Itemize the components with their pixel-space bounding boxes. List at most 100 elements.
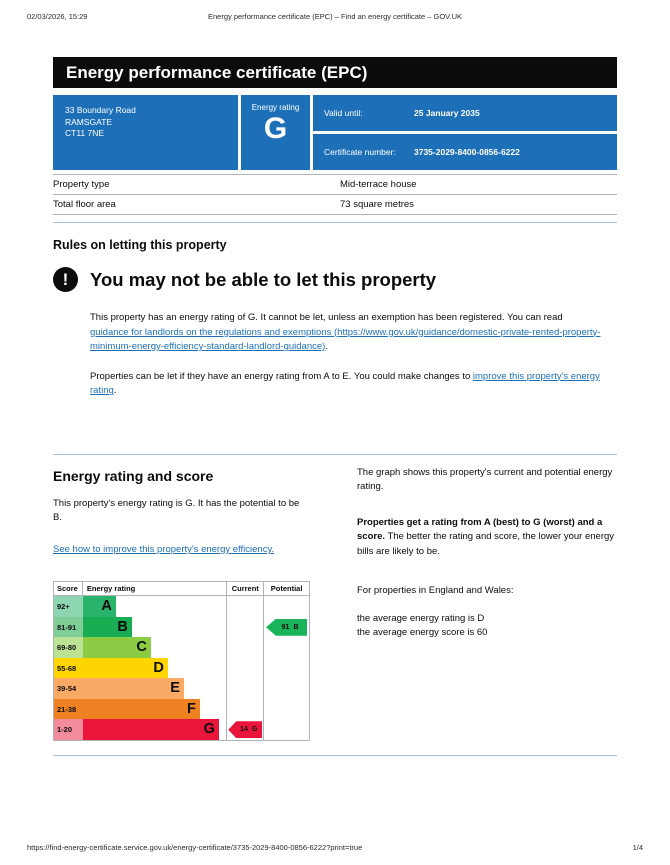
average-score-line: the average energy score is 60 — [357, 627, 488, 639]
band-row-b: 81-91 B 91 B — [54, 616, 309, 638]
certificate-title-banner: Energy performance certificate (EPC) — [53, 57, 617, 88]
chart-header-row: Score Energy rating Current Potential — [54, 582, 309, 597]
band-bar-area: E — [82, 678, 226, 699]
rating-explanation-bold: Properties get a rating from A (best) to… — [357, 516, 603, 543]
table-row: Property type Mid-terrace house — [53, 175, 617, 195]
property-type-value: Mid-terrace house — [340, 179, 417, 190]
certificate-number-row: Certificate number: 3735-2029-8400-0856-… — [313, 134, 617, 170]
section-divider — [53, 453, 617, 455]
landlord-guidance-link[interactable]: guidance for landlords on the regulation… — [90, 326, 601, 353]
browser-print-footer: https://find-energy-certificate.service.… — [27, 843, 643, 852]
epc-rating-chart: Score Energy rating Current Potential 92… — [53, 581, 310, 741]
band-row-e: 39-54 E — [54, 678, 309, 699]
band-letter: A — [101, 598, 112, 615]
floor-area-value: 73 square metres — [340, 199, 414, 210]
valid-until-row: Valid until: 25 January 2035 — [313, 95, 617, 131]
band-bar: E — [82, 678, 184, 699]
band-letter: C — [136, 639, 147, 656]
potential-cell — [263, 678, 309, 699]
print-page-number: 1/4 — [632, 843, 643, 852]
energy-rating-label: Energy rating — [251, 103, 300, 112]
averages-intro: For properties in England and Wales: — [357, 585, 514, 597]
property-details-table: Property type Mid-terrace house Total fl… — [53, 174, 617, 215]
potential-cell: 91 B — [263, 616, 309, 638]
band-letter: E — [170, 680, 180, 697]
property-address: 33 Boundary Road RAMSGATE CT11 7NE — [53, 95, 238, 170]
rules-paragraph-1: This property has an energy rating of G.… — [90, 311, 602, 355]
band-bar: B — [82, 616, 132, 638]
band-score-range: 55-68 — [54, 657, 83, 679]
rating-score-right-column: The graph shows this property's current … — [357, 466, 617, 741]
graph-caption: The graph shows this property's current … — [357, 466, 613, 493]
print-page-title: Energy performance certificate (EPC) – F… — [207, 12, 462, 21]
potential-column-header: Potential — [263, 582, 309, 596]
band-score-range: 81-91 — [54, 616, 83, 638]
energy-rating-badge: Energy rating G — [241, 95, 310, 170]
current-cell — [226, 616, 263, 638]
band-row-c: 69-80 C — [54, 637, 309, 658]
band-row-f: 21-38 F — [54, 698, 309, 720]
band-bar-area: B — [82, 616, 226, 638]
paragraph-text: . — [325, 341, 328, 353]
rating-and-score-section: Energy rating and score This property's … — [53, 466, 617, 741]
band-bar-area: C — [82, 637, 226, 658]
paragraph-text: . — [113, 385, 117, 397]
current-cell — [226, 637, 263, 658]
potential-cell — [263, 657, 309, 679]
address-line-3: CT11 7NE — [65, 128, 105, 138]
potential-score: 91 — [281, 623, 290, 631]
potential-rating: B — [293, 623, 299, 631]
band-bar: F — [82, 698, 200, 720]
current-cell — [226, 678, 263, 699]
see-how-to-improve-link[interactable]: See how to improve this property's energ… — [53, 543, 275, 555]
property-type-label: Property type — [53, 179, 110, 190]
band-bar: G — [82, 719, 219, 740]
paragraph-text: Properties can be let if they have an en… — [90, 370, 473, 382]
warning-icon: ! — [53, 267, 78, 292]
current-rating: G — [251, 726, 258, 734]
band-score-range: 69-80 — [54, 637, 83, 658]
potential-cell — [263, 637, 309, 658]
rating-column-header: Energy rating — [86, 584, 136, 594]
rules-section-heading: Rules on letting this property — [53, 238, 227, 252]
print-url: https://find-energy-certificate.service.… — [27, 843, 363, 852]
rules-paragraph-2: Properties can be let if they have an en… — [90, 370, 602, 399]
band-score-range: 92+ — [54, 596, 83, 617]
energy-rating-value: G — [263, 112, 288, 145]
paragraph-text: This property has an energy rating of G.… — [90, 312, 563, 323]
current-marker: 14 G — [228, 721, 263, 739]
band-bar-area: F — [82, 698, 226, 720]
current-column-header: Current — [226, 582, 263, 596]
valid-until-label: Valid until: — [324, 108, 363, 118]
potential-cell — [263, 719, 309, 740]
potential-marker: 91 B — [266, 618, 308, 636]
floor-area-label: Total floor area — [53, 199, 116, 210]
current-score: 14 — [240, 726, 248, 734]
rating-explanation: Properties get a rating from A (best) to… — [357, 516, 617, 560]
rating-score-left-column: Energy rating and score This property's … — [53, 466, 310, 741]
current-cell — [226, 596, 263, 617]
certificate-meta: Valid until: 25 January 2035 Certificate… — [313, 95, 617, 170]
certificate-summary-box: 33 Boundary Road RAMSGATE CT11 7NE Energ… — [53, 95, 617, 170]
average-rating-line: the average energy rating is D — [357, 612, 485, 624]
print-datetime: 02/03/2026, 15:29 — [27, 12, 88, 21]
potential-cell — [263, 596, 309, 617]
national-averages: the average energy rating is D the avera… — [357, 612, 617, 641]
band-score-range: 1-20 — [54, 719, 83, 740]
table-row: Total floor area 73 square metres — [53, 195, 617, 215]
potential-cell — [263, 698, 309, 720]
band-bar-area: G — [82, 719, 226, 740]
band-score-range: 21-38 — [54, 698, 83, 720]
letting-warning: ! You may not be able to let this proper… — [53, 267, 617, 292]
current-cell — [226, 698, 263, 720]
band-bar-area: D — [82, 657, 226, 679]
rating-explanation-rest: The better the rating and score, the low… — [357, 531, 615, 557]
band-bar: A — [82, 596, 116, 617]
address-line-2: RAMSGATE — [65, 116, 113, 127]
improve-rating-link[interactable]: improve this property's energy rating — [90, 370, 600, 397]
band-row-g: 1-20 G 14 G — [54, 719, 309, 740]
browser-print-header: 02/03/2026, 15:29 Energy performance cer… — [27, 12, 643, 24]
valid-until-value: 25 January 2035 — [414, 108, 480, 118]
rules-paragraphs: This property has an energy rating of G.… — [90, 311, 602, 399]
